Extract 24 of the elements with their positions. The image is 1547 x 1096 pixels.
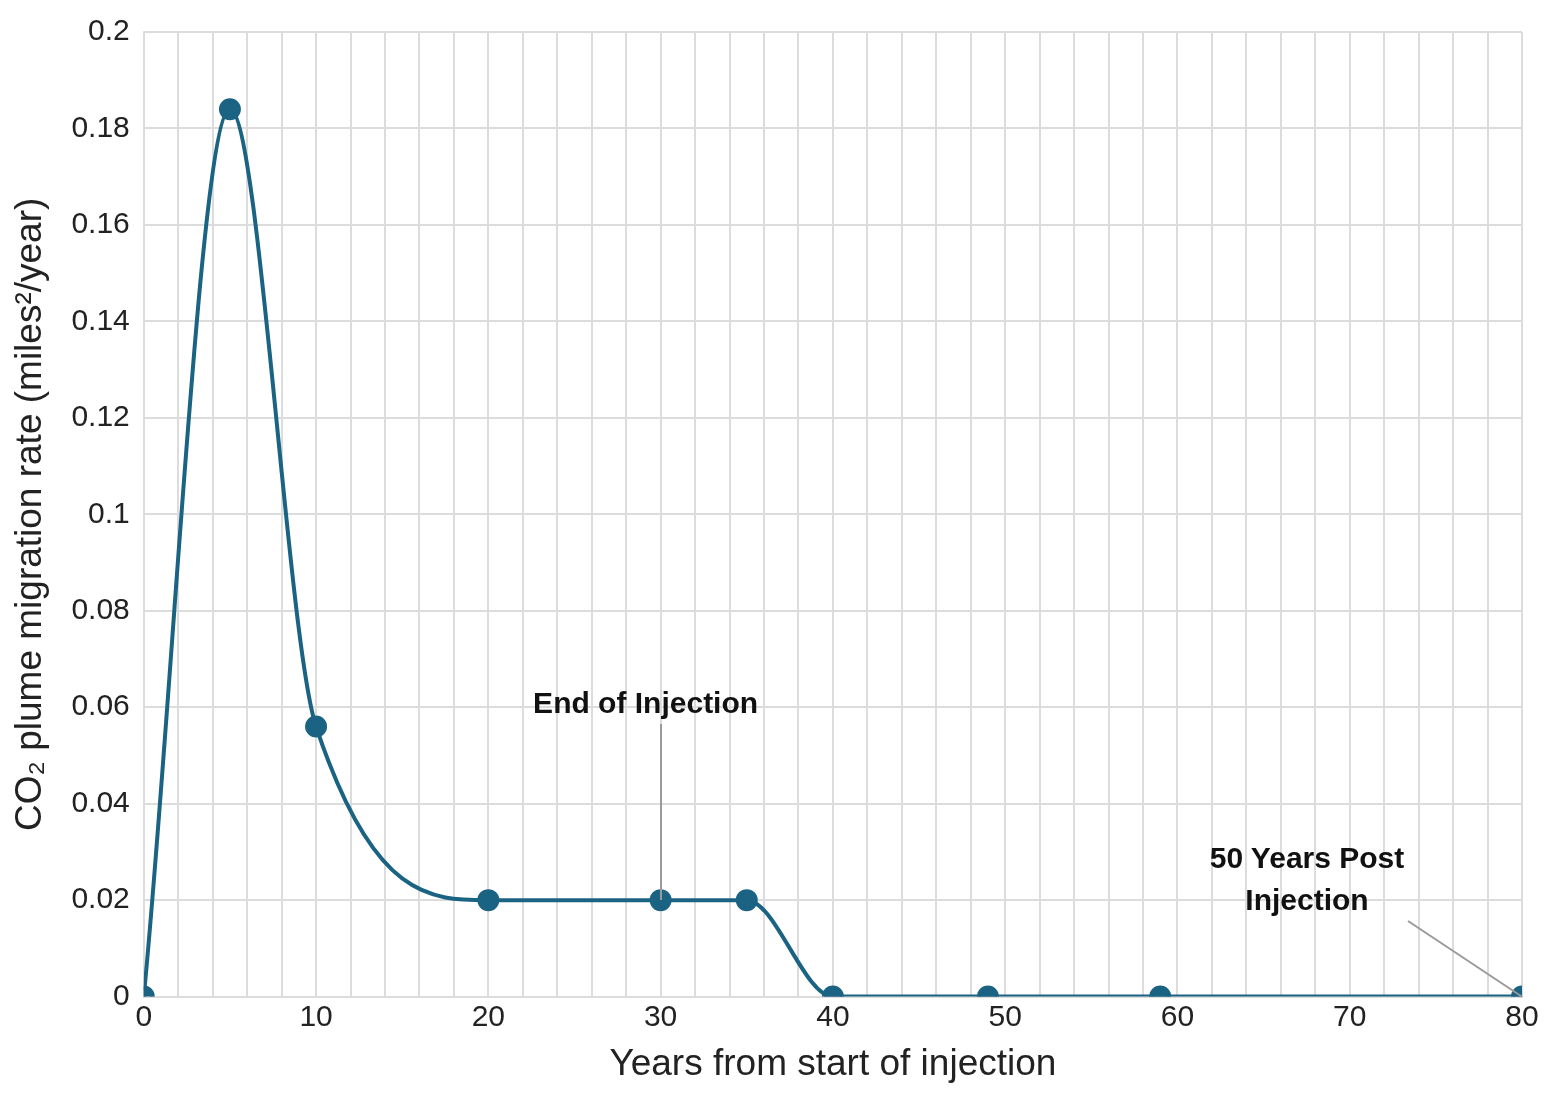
x-tick-label: 50	[988, 998, 1022, 1032]
y-tick-label: 0.1	[88, 495, 130, 529]
x-tick-label: 0	[135, 998, 153, 1032]
y-tick-label: 0.12	[71, 399, 130, 433]
y-tick-label: 0.18	[71, 109, 130, 143]
x-tick-label: 20	[471, 998, 506, 1032]
x-tick-label: 60	[1160, 998, 1195, 1032]
x-tick-label: 30	[643, 998, 678, 1032]
x-tick-label: 70	[1333, 998, 1367, 1032]
y-axis-title: CO₂ plume migration rate (miles²/year)	[8, 197, 50, 831]
annotation: 50 Years Post Injection	[1209, 840, 1405, 916]
y-tick-label: 0.02	[71, 881, 130, 915]
y-tick-label: 0.06	[71, 688, 130, 722]
y-tick-label: 0.14	[71, 302, 130, 336]
x-tick-label: 80	[1505, 998, 1539, 1032]
y-tick-label: 0.04	[71, 784, 130, 818]
y-tick-label: 0	[113, 977, 130, 1011]
x-tick-label: 40	[816, 998, 850, 1032]
y-tick-label: 0.16	[71, 206, 130, 240]
x-tick-label: 10	[299, 998, 333, 1032]
x-axis-title: Years from start of injection	[609, 1042, 1057, 1083]
annotation: End of Injection	[533, 686, 759, 720]
y-tick-label: 0.2	[88, 13, 130, 47]
y-tick-label: 0.08	[71, 592, 130, 626]
